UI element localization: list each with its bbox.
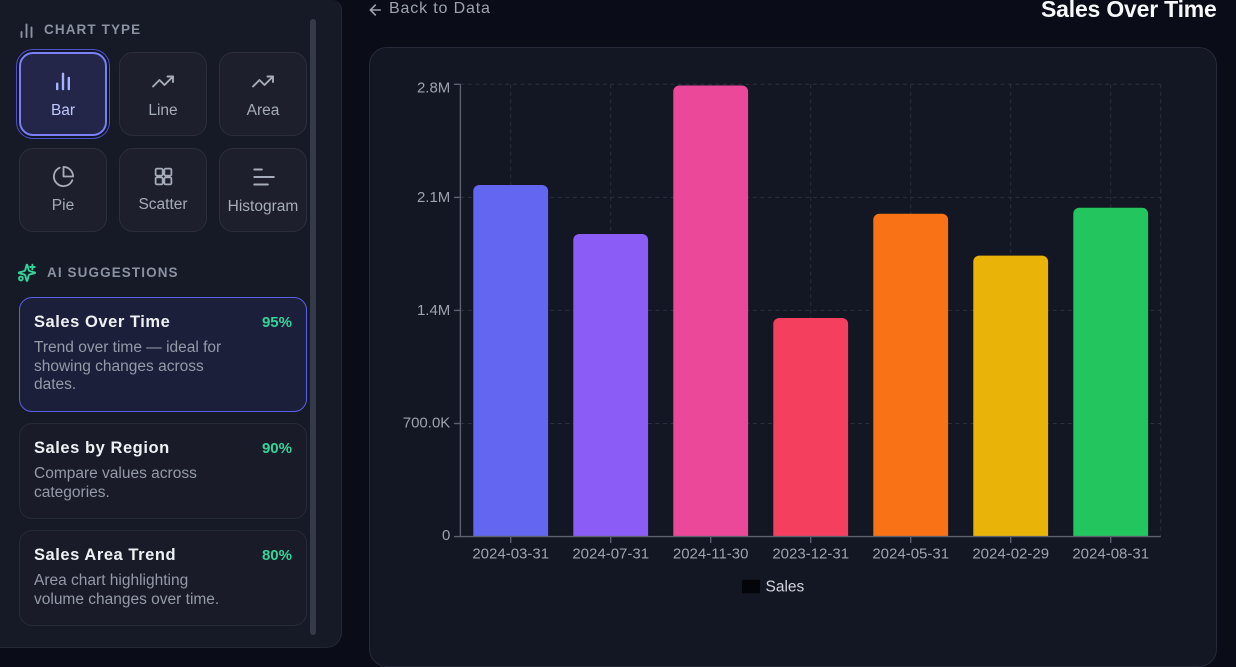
svg-text:2023-12-31: 2023-12-31 (772, 546, 849, 563)
svg-text:2024-05-31: 2024-05-31 (872, 546, 949, 563)
svg-text:Sales: Sales (766, 579, 805, 596)
svg-text:2024-08-31: 2024-08-31 (1072, 546, 1149, 563)
svg-text:2024-07-31: 2024-07-31 (572, 546, 649, 563)
svg-text:0: 0 (442, 527, 450, 544)
svg-text:1.4M: 1.4M (417, 302, 450, 319)
svg-text:2024-02-29: 2024-02-29 (972, 546, 1049, 563)
svg-text:2.1M: 2.1M (417, 189, 450, 206)
svg-text:700.0K: 700.0K (403, 415, 451, 432)
svg-text:2.8M: 2.8M (417, 80, 450, 97)
svg-text:2024-11-30: 2024-11-30 (673, 546, 749, 563)
svg-text:2024-03-31: 2024-03-31 (472, 546, 549, 563)
